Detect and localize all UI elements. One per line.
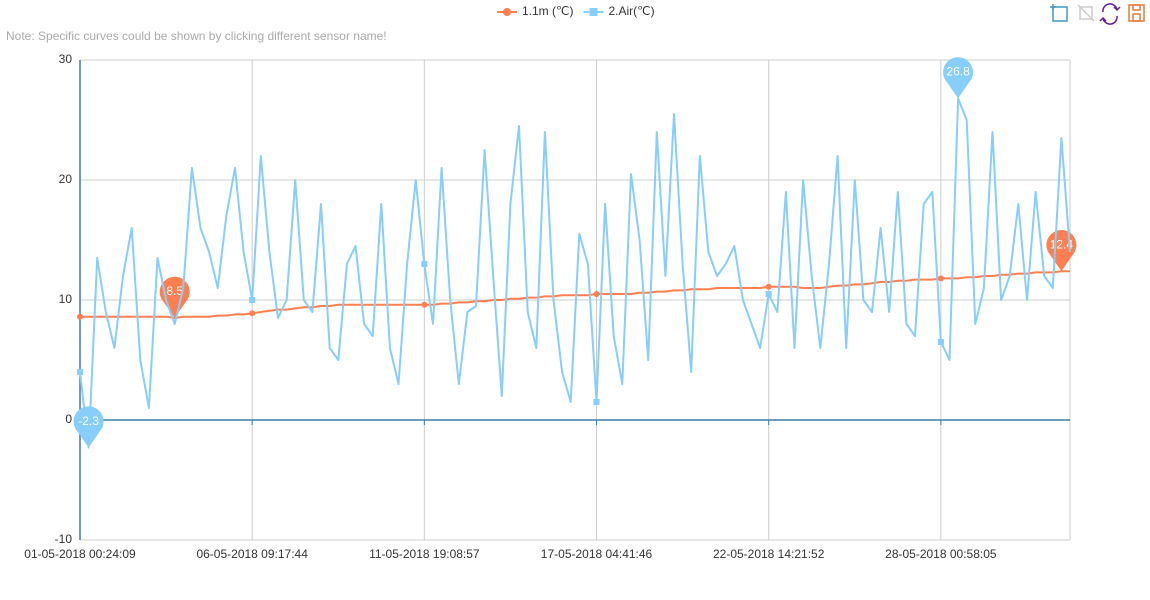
mark-pin-label: -2.3 (78, 414, 99, 428)
x-tick-label: 11-05-2018 19:08:57 (369, 547, 480, 561)
data-point (937, 275, 944, 282)
data-point (765, 291, 772, 297)
data-point (421, 261, 428, 267)
legend-label: 2.Air(℃) (608, 4, 654, 18)
y-tick-label: 30 (59, 52, 73, 66)
y-tick-label: 0 (65, 412, 72, 426)
zoom-reset-icon[interactable] (1077, 4, 1095, 22)
series-line (80, 270, 1070, 319)
data-point (421, 301, 428, 308)
mark-pin-label: 8.5 (166, 284, 183, 298)
zoom-icon[interactable] (1050, 4, 1068, 22)
x-tick-label: 22-05-2018 14:21:52 (713, 547, 825, 561)
legend-label: 1.1m (℃) (522, 4, 573, 18)
x-tick-label: 17-05-2018 04:41:46 (541, 547, 653, 561)
toolbox[interactable] (1050, 3, 1145, 25)
data-point (593, 399, 600, 405)
x-tick-label: 28-05-2018 00:58:05 (885, 547, 997, 561)
data-point (249, 297, 256, 303)
mark-pin (159, 276, 190, 318)
legend-item[interactable]: 2.Air(℃) (583, 4, 655, 18)
data-point (937, 339, 944, 345)
x-tick-label: 06-05-2018 09:17:44 (196, 547, 308, 561)
mark-pin-label: 26.8 (946, 65, 970, 79)
series-line (79, 97, 1071, 449)
data-point (77, 369, 83, 375)
restore-icon[interactable] (1099, 3, 1121, 25)
y-tick-label: 20 (59, 172, 73, 186)
y-tick-label: 10 (59, 292, 73, 306)
legend-symbol (589, 8, 598, 16)
legend: 1.1m (℃) 2.Air(℃) (497, 4, 655, 18)
save-icon[interactable] (1128, 4, 1145, 22)
legend-symbol (503, 8, 511, 16)
mark-pin (943, 57, 974, 99)
mark-pin (73, 406, 104, 448)
x-tick-label: 01-05-2018 00:24:09 (24, 547, 136, 561)
y-tick-label: -10 (55, 532, 73, 546)
data-point (249, 310, 256, 317)
note: Note: Specific curves could be shown by … (6, 29, 387, 43)
data-point (77, 313, 83, 320)
data-point (593, 291, 600, 297)
data-point (765, 283, 772, 290)
legend-item[interactable]: 1.1m (℃) (497, 4, 573, 18)
